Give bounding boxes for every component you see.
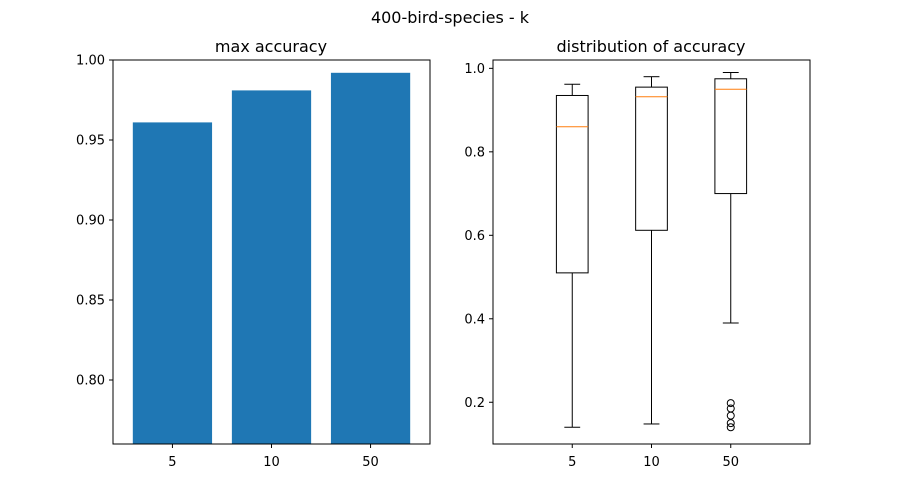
bar-chart-axes: max accuracy 0.80 0.85 0.90 0.95 1.00 5 10 50: [76, 37, 431, 470]
box-iqr-5: [555, 94, 589, 274]
figure-title: 400-bird-species - k: [371, 8, 530, 27]
box-outlier-50: [726, 419, 735, 428]
bar-x-tick-label: 10: [263, 455, 280, 470]
bar-y-tick-label: 0.95: [76, 134, 105, 149]
bar-10: [231, 90, 312, 445]
box-outlier-50: [726, 404, 735, 413]
bar-chart-title: max accuracy: [215, 37, 327, 56]
box-y-tick-label: 1.0: [464, 62, 485, 77]
box-plot-plot-area: 0.2 0.4 0.6 0.8 1.0 5 10 50: [464, 59, 811, 470]
bar-x-tick-label: 5: [168, 455, 176, 470]
bar-y-tick-label: 0.90: [76, 214, 105, 229]
bar-y-tick-label: 0.80: [76, 374, 105, 389]
box-y-tick-label: 0.4: [464, 312, 485, 327]
bar-chart-plot-area: 0.80 0.85 0.90 0.95 1.00 5 10 50: [76, 54, 431, 470]
box-plot-axes: distribution of accuracy 0.2 0.4 0.6 0.8 1.0…: [464, 37, 811, 470]
box-y-tick-label: 0.2: [464, 396, 485, 411]
box-x-tick-label: 10: [643, 455, 660, 470]
box-iqr-50: [714, 78, 748, 195]
bar-5: [132, 122, 213, 445]
box-y-tick-label: 0.8: [464, 145, 485, 160]
box-outlier-50: [726, 423, 735, 432]
box-x-tick-label: 50: [722, 455, 739, 470]
bar-y-tick-label: 1.00: [76, 54, 105, 69]
box-plot-title: distribution of accuracy: [557, 37, 746, 56]
bar-y-tick-label: 0.85: [76, 294, 105, 309]
box-iqr-10: [635, 86, 668, 231]
bar-50: [330, 72, 411, 445]
box-x-tick-label: 5: [568, 455, 576, 470]
box-y-tick-label: 0.6: [464, 229, 485, 244]
bar-x-tick-label: 50: [362, 455, 379, 470]
box-outlier-50: [726, 399, 735, 408]
